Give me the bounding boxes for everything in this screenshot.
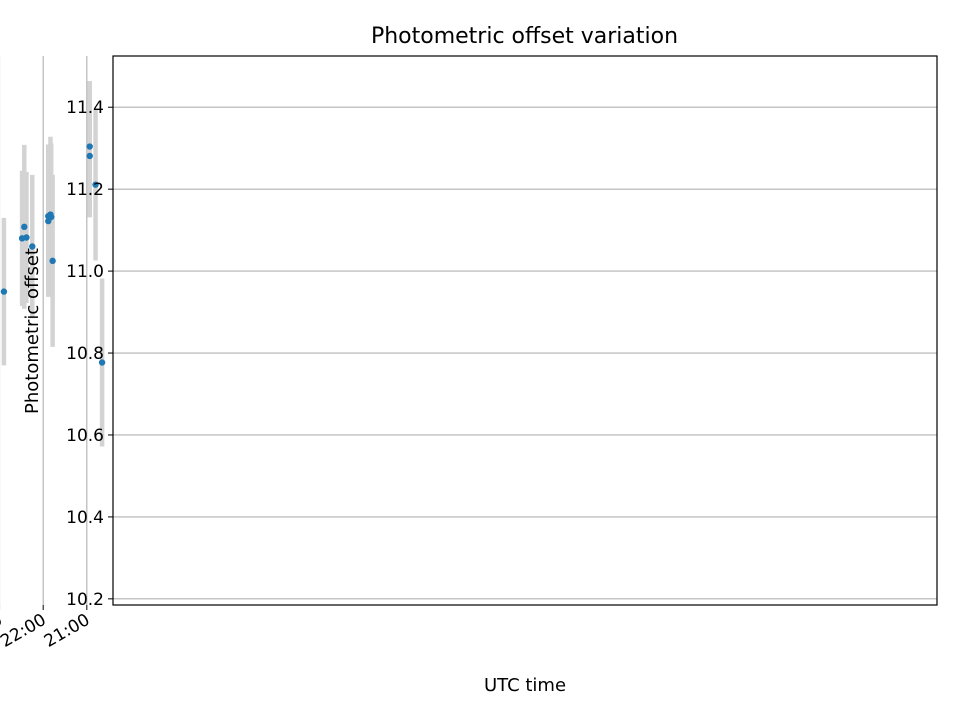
data-point: [45, 212, 52, 220]
data-point: [86, 152, 93, 160]
data-point: [21, 223, 28, 231]
y-tick-label: 10.6: [66, 426, 104, 446]
data-point: [0, 288, 8, 295]
y-tick-label: 11.2: [66, 180, 104, 200]
data-points: [0, 143, 106, 366]
y-axis-label: Photometric offset: [22, 248, 43, 414]
x-tick-label: 22:00: [0, 610, 50, 652]
data-point: [86, 143, 93, 150]
plot-frame: [112, 55, 938, 606]
data-point: [29, 243, 36, 250]
y-tick-label: 10.2: [66, 590, 104, 610]
y-tick-label: 11.4: [66, 98, 104, 118]
data-point: [92, 181, 99, 188]
data-point: [49, 257, 56, 265]
y-tick-label: 10.4: [66, 508, 104, 528]
data-point: [98, 359, 106, 366]
y-tick-label: 11.0: [66, 262, 104, 282]
data-point: [45, 217, 52, 225]
chart-title: Photometric offset variation: [371, 24, 678, 49]
data-point: [18, 235, 26, 242]
y-axis: 10.2 10.4 10.6 10.8 11.0 11.2 11.4: [66, 98, 113, 610]
grid: [0, 56, 937, 605]
y-tick-label: 10.8: [66, 344, 104, 364]
x-axis-label: UTC time: [484, 675, 566, 696]
x-tick-label: 21:00: [41, 610, 93, 652]
